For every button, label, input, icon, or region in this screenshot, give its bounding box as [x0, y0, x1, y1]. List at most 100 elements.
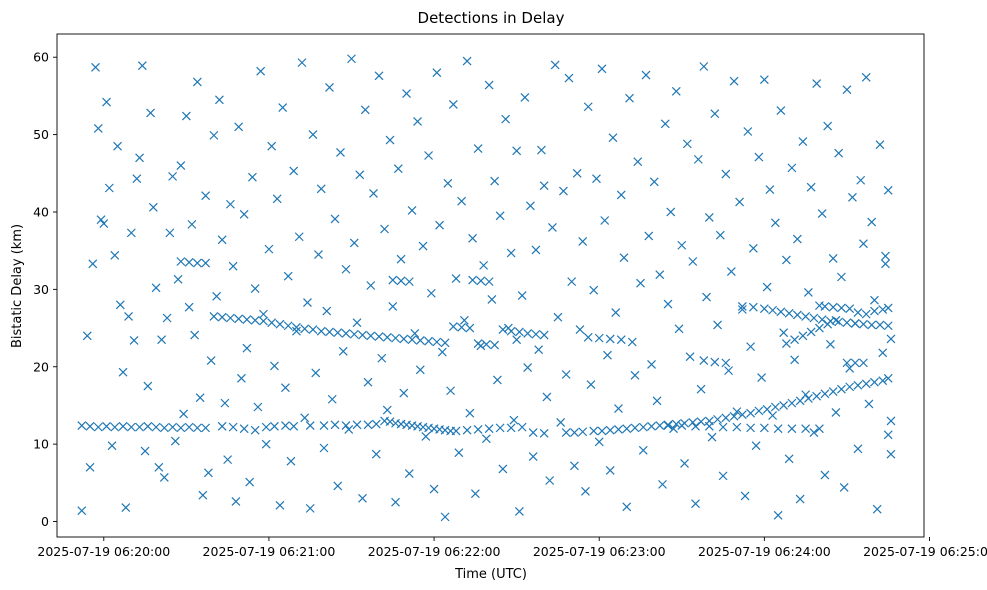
detection-point — [250, 315, 260, 325]
detection-point — [176, 423, 186, 433]
detection-point — [649, 177, 659, 187]
detection-point — [718, 471, 728, 481]
detection-point — [748, 243, 758, 253]
detection-point — [842, 85, 852, 95]
detection-point — [776, 307, 786, 317]
detection-point — [201, 423, 211, 433]
detection-point — [792, 310, 802, 320]
detection-point — [729, 411, 739, 421]
detection-point — [517, 291, 527, 300]
detection-point — [768, 411, 778, 420]
plot-frame — [56, 33, 925, 538]
detection-point — [432, 337, 442, 347]
detection-point — [399, 334, 409, 344]
detection-point — [426, 288, 436, 298]
detection-point — [718, 422, 728, 432]
detection-point — [236, 373, 246, 383]
detection-point — [424, 151, 433, 160]
detection-point — [845, 363, 855, 373]
detection-point — [371, 449, 381, 459]
detection-point — [525, 201, 535, 211]
detection-point — [707, 432, 717, 442]
detection-point — [622, 502, 632, 512]
detection-point — [473, 144, 483, 153]
detection-point — [316, 184, 326, 194]
detection-point — [391, 497, 400, 507]
detection-point — [396, 254, 406, 264]
detection-point — [798, 331, 808, 341]
detection-point — [225, 313, 235, 323]
detection-point — [319, 421, 329, 430]
detection-point — [421, 431, 431, 441]
detection-point — [85, 421, 95, 431]
detection-point — [292, 326, 301, 336]
detection-point — [732, 422, 742, 432]
detection-point — [435, 220, 445, 230]
detection-point — [402, 89, 411, 99]
detection-point — [418, 241, 428, 251]
detection-point — [181, 111, 191, 121]
detection-point — [677, 240, 687, 250]
detection-point — [481, 339, 491, 349]
detection-point — [424, 336, 433, 346]
detection-point — [636, 278, 645, 288]
detection-point — [699, 356, 709, 365]
detection-point — [713, 414, 722, 424]
detection-point — [209, 130, 219, 140]
detection-point — [608, 133, 618, 143]
detection-point — [886, 334, 896, 344]
detection-point — [740, 491, 750, 501]
detection-point — [102, 421, 111, 431]
detection-point — [597, 64, 607, 74]
detection-point — [512, 146, 522, 156]
detection-point — [770, 218, 780, 228]
y-tick-label: 10 — [33, 437, 49, 452]
detection-point — [187, 219, 197, 229]
detection-point — [509, 415, 519, 425]
detection-point — [721, 413, 731, 423]
detection-point — [616, 190, 626, 200]
detection-point — [154, 462, 164, 472]
detection-point — [281, 421, 290, 430]
detection-point — [110, 250, 120, 260]
detection-point — [512, 335, 522, 345]
detection-point — [878, 305, 888, 314]
detection-point — [594, 333, 604, 343]
detection-point — [724, 366, 734, 376]
detection-point — [146, 108, 156, 118]
detection-point — [278, 103, 288, 112]
detection-point — [137, 61, 147, 71]
detection-point — [583, 102, 593, 112]
detection-point — [242, 343, 252, 353]
detection-point — [883, 321, 893, 331]
y-axis-ticks: 0 10 20 30 40 50 60 — [33, 50, 57, 529]
detection-point — [366, 281, 376, 290]
detection-point — [476, 276, 486, 286]
detection-point — [192, 423, 202, 433]
detection-point — [531, 329, 541, 339]
detection-point — [184, 257, 194, 267]
detection-point — [159, 472, 169, 482]
detection-point — [859, 358, 868, 368]
detection-point — [99, 219, 109, 229]
detection-point — [550, 60, 560, 70]
detection-point — [126, 228, 136, 238]
detection-point — [300, 324, 310, 334]
detection-point — [327, 394, 337, 404]
detection-point — [465, 408, 475, 418]
detection-point — [704, 212, 714, 222]
x-tick-label: 2025-07-19 06:20:00 — [37, 544, 170, 559]
detection-point — [297, 58, 307, 68]
detection-point — [143, 421, 153, 431]
detection-point — [817, 209, 827, 218]
detection-point — [759, 75, 769, 85]
detection-point — [685, 352, 695, 362]
detection-point — [790, 355, 800, 365]
detection-point — [743, 127, 753, 136]
detection-point — [113, 141, 122, 151]
detection-point — [870, 295, 879, 305]
detection-point — [823, 121, 833, 131]
detection-point — [168, 171, 178, 181]
detection-point — [663, 299, 673, 309]
detection-point — [184, 422, 194, 432]
